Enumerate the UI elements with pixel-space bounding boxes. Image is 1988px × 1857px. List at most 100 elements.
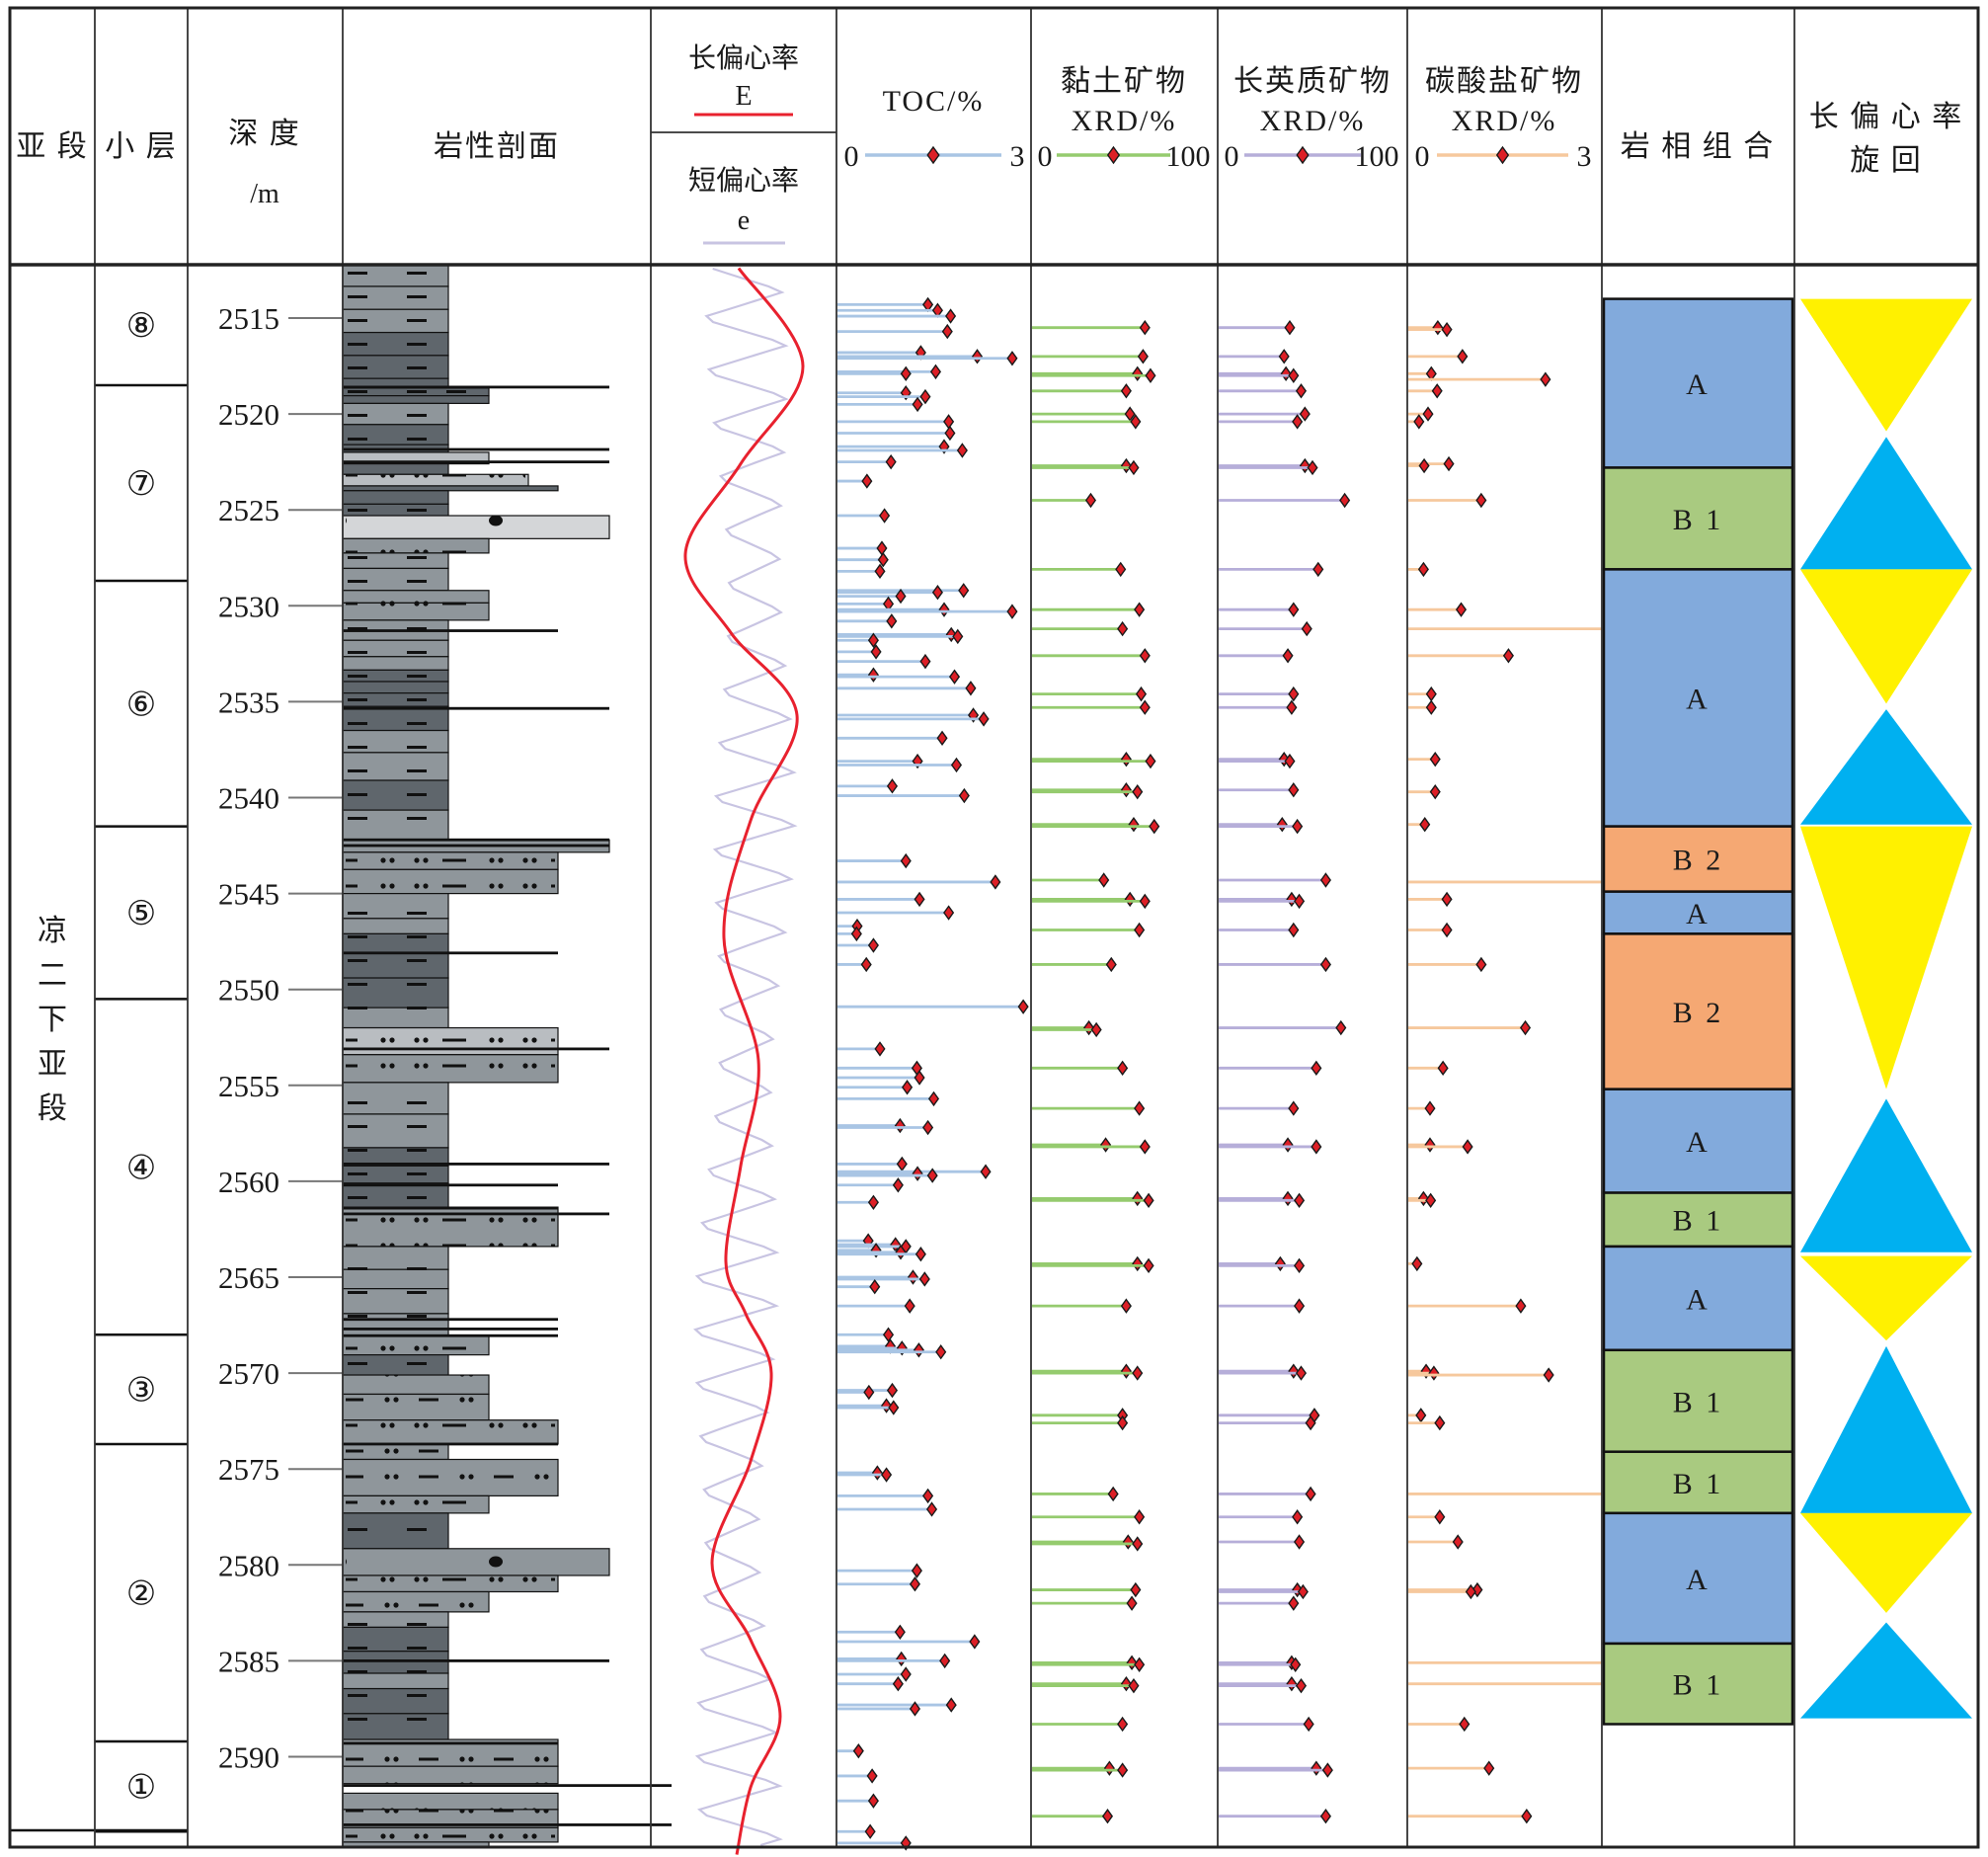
carb-sample-marker: [1418, 457, 1430, 474]
toc-sample-marker: [948, 669, 961, 685]
toc-sample-marker: [892, 1676, 904, 1692]
toc-sample-marker: [909, 1701, 920, 1717]
header-facies: 岩 相 组 合: [1621, 130, 1776, 163]
toc-sample-marker: [904, 1298, 915, 1314]
lith-bar-pattern: [346, 869, 555, 894]
clay-sample-marker: [1117, 620, 1129, 637]
facies-block-label: B 2: [1673, 845, 1724, 877]
lith-stringer: [343, 1183, 558, 1187]
toc-sample-marker: [912, 396, 923, 413]
lith-stringer: [343, 629, 558, 632]
header-clay: 黏土矿物: [1061, 65, 1187, 98]
carb-sample-marker: [1457, 349, 1469, 364]
felsic-sample-marker: [1295, 1677, 1308, 1694]
subsection-label-char: 亚: [38, 1048, 67, 1081]
header-carbonate: 碳酸盐矿物: [1425, 65, 1583, 98]
felsic-sample-marker: [1280, 365, 1292, 382]
carb-sample-marker: [1515, 1298, 1527, 1314]
toc-series: [837, 296, 1029, 1851]
toc-sample-marker: [990, 874, 1001, 890]
clay-scale-max: 100: [1166, 140, 1211, 173]
felsic-sample-marker: [1288, 1595, 1300, 1611]
toc-sample-marker: [980, 1164, 992, 1179]
clay-sample-marker: [1098, 872, 1110, 888]
felsic-sample-marker: [1292, 818, 1304, 835]
carb-sample-marker: [1455, 602, 1468, 617]
clay-sample-marker: [1132, 1190, 1144, 1207]
carb-sample-marker: [1434, 1414, 1446, 1431]
clay-sample-marker: [1101, 1809, 1114, 1824]
carb-sample-marker: [1502, 648, 1514, 664]
lith-bar-pattern: [346, 1443, 445, 1460]
depth-tick-label: 2575: [218, 1452, 279, 1487]
toc-sample-marker: [939, 1653, 951, 1669]
lith-bar-pattern: [346, 1054, 555, 1083]
toc-sample-marker: [922, 1488, 934, 1504]
facies-block-label: B 1: [1673, 504, 1724, 536]
clay-sample-marker: [1120, 1676, 1132, 1692]
carb-sample-marker: [1428, 1365, 1440, 1381]
depth-tick-label: 2515: [218, 301, 279, 336]
cycle-triangle-up: [1800, 1098, 1972, 1252]
depth-tick-label: 2540: [218, 781, 279, 816]
lith-bar-pattern: [346, 1495, 486, 1513]
felsic-sample-marker: [1299, 406, 1311, 422]
lith-stringer: [343, 844, 609, 848]
clay-sample-marker: [1139, 648, 1151, 664]
clay-sample-marker: [1134, 1509, 1146, 1525]
clay-sample-marker: [1117, 1060, 1129, 1077]
lith-bar-pattern: [346, 1713, 445, 1740]
lith-bar-pattern: [346, 1793, 555, 1810]
facies-block-label: B 1: [1673, 1205, 1724, 1238]
lith-bar-pattern: [346, 1027, 555, 1055]
lith-bar-pattern: [346, 1827, 555, 1842]
toc-sample-marker: [909, 1576, 920, 1592]
facies-block-label: A: [1686, 1126, 1710, 1159]
header-subsection: 亚 段: [16, 130, 89, 163]
subsection-label-char: 下: [38, 1004, 67, 1036]
depth-tick-label: 2565: [218, 1260, 279, 1295]
lith-bar-pattern: [346, 516, 606, 539]
lith-bar-pattern: [346, 1673, 445, 1689]
felsic-sample-marker: [1307, 459, 1318, 476]
toc-scale-min: 0: [844, 140, 859, 173]
clay-sample-marker: [1120, 751, 1132, 767]
clay-sample-marker: [1090, 1021, 1102, 1038]
long-eccentricity-curve: [683, 267, 805, 1855]
toc-sample-marker: [926, 1168, 938, 1183]
sublayer-label: ①: [126, 1768, 156, 1808]
facies-block: [1602, 1245, 1794, 1352]
clay-sample-marker: [1100, 1137, 1112, 1153]
toc-sample-marker: [874, 1041, 886, 1057]
toc-sample-marker: [896, 1651, 908, 1667]
lith-bar-pattern: [346, 670, 445, 683]
felsic-sample-marker: [1335, 1019, 1347, 1036]
carb-sample-marker: [1419, 816, 1431, 833]
carb-sample-marker: [1425, 1192, 1437, 1209]
depth-tick-label: 2570: [218, 1356, 279, 1391]
toc-sample-marker: [886, 1382, 899, 1399]
felsic-sample-marker: [1288, 367, 1300, 383]
toc-sample-marker: [978, 711, 990, 727]
facies-block-label: B 2: [1673, 997, 1724, 1029]
clay-scale-marker: [1106, 145, 1121, 165]
sublayer-label: ③: [126, 1371, 156, 1411]
toc-sample-marker: [1006, 351, 1018, 366]
felsic-sample-marker: [1294, 1298, 1306, 1314]
clay-sample-marker: [1139, 699, 1151, 715]
carb-sample-marker: [1462, 1139, 1473, 1155]
lith-stringer: [343, 1163, 609, 1166]
header-ecc-short: 短偏心率: [688, 165, 799, 197]
clay-sample-marker: [1139, 320, 1151, 336]
toc-sample-marker: [876, 540, 888, 556]
toc-sample-marker: [863, 1384, 875, 1401]
toc-sample-marker: [943, 905, 955, 921]
sublayer-label: ⑤: [126, 894, 156, 933]
carb-scale-max: 3: [1577, 140, 1592, 173]
toc-sample-marker: [925, 1501, 938, 1517]
depth-tick-label: 2525: [218, 493, 279, 527]
clay-sample-marker: [1134, 1656, 1146, 1672]
header-sublayer: 小 层: [105, 130, 178, 163]
felsic-sample-marker: [1311, 1760, 1322, 1776]
